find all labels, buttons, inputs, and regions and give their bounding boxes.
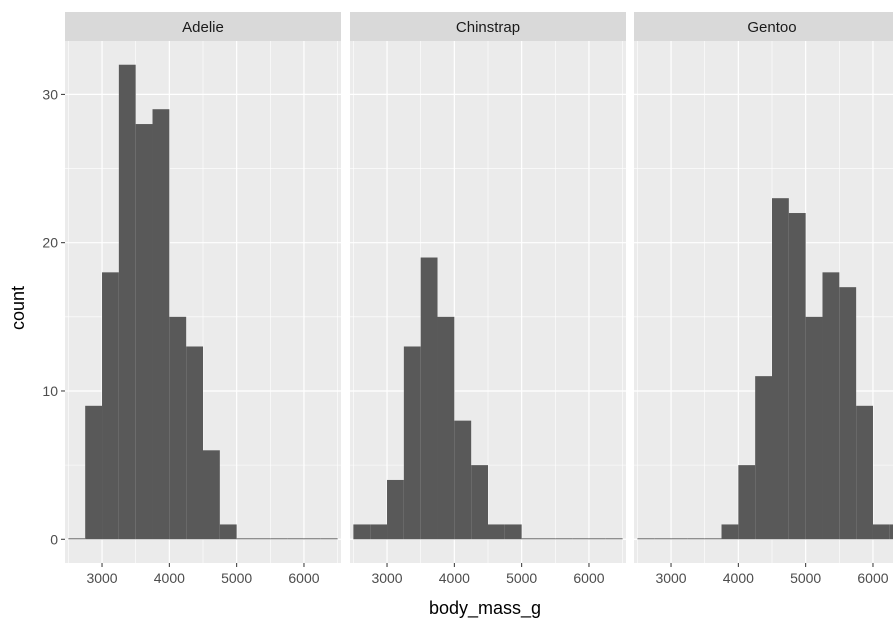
histogram-bar: [889, 524, 893, 540]
histogram-bar: [504, 524, 522, 540]
histogram-bar: [704, 538, 722, 540]
histogram-bar: [555, 538, 573, 540]
x-tick-label: 5000: [221, 570, 252, 586]
histogram-bar: [186, 346, 203, 540]
panel-gentoo: Gentoo 3000 4000 5000 6000: [634, 12, 893, 586]
y-tick-label: 10: [42, 383, 58, 399]
histogram-bar: [721, 524, 739, 540]
histogram-bar: [236, 538, 254, 540]
histogram-bar: [320, 538, 338, 540]
histogram-bar: [403, 346, 421, 540]
histogram-bar: [68, 538, 86, 540]
histogram-bar: [521, 538, 539, 540]
x-tick-label: 3000: [86, 570, 117, 586]
histogram-bar: [488, 524, 505, 540]
facet-strip: [350, 12, 626, 41]
histogram-bar: [471, 465, 488, 540]
histogram-bar: [671, 538, 688, 540]
histogram-bar: [85, 405, 103, 540]
histogram-bar: [788, 213, 806, 540]
facet-strip: [634, 12, 893, 41]
histogram-bar: [839, 287, 857, 540]
histogram-bar: [822, 272, 840, 540]
histogram-bar: [303, 538, 321, 540]
histogram-bar: [454, 420, 472, 540]
histogram-bar: [219, 524, 237, 540]
histogram-bar: [370, 524, 388, 540]
x-tick-label: 3000: [371, 570, 402, 586]
histogram-bar: [253, 538, 271, 540]
histogram-bar: [856, 405, 873, 540]
facet-strip-label: Adelie: [182, 19, 224, 36]
histogram-bar: [654, 538, 672, 540]
histogram-bar: [872, 524, 890, 540]
histogram-bar: [437, 316, 455, 540]
histogram-bar: [637, 538, 655, 540]
histogram-bar: [772, 198, 789, 540]
x-tick-label: 5000: [790, 570, 821, 586]
histogram-bar: [387, 479, 404, 540]
histogram-bar: [805, 316, 823, 540]
histogram-bar: [152, 109, 170, 540]
histogram-bar: [605, 538, 623, 540]
histogram-bar: [287, 538, 304, 540]
x-tick-label: 4000: [154, 570, 185, 586]
histogram-bar: [169, 316, 187, 540]
histogram-bar: [353, 524, 371, 540]
y-tick-label: 20: [42, 235, 58, 251]
x-tick-label: 3000: [655, 570, 686, 586]
x-tick-label: 6000: [573, 570, 604, 586]
x-tick-label: 4000: [439, 570, 470, 586]
x-tick-label: 6000: [288, 570, 319, 586]
facet-strip-label: Gentoo: [747, 19, 796, 36]
y-tick-label: 30: [42, 86, 58, 102]
histogram-bar: [755, 376, 772, 540]
histogram-bar: [270, 538, 288, 540]
facet-panels: Adelie 3000 4000 5000 6000 Chinstrap 3000 4000 5…: [65, 12, 893, 586]
facet-strip-label: Chinstrap: [456, 19, 520, 36]
x-tick-label: 5000: [506, 570, 537, 586]
y-tick-label: 0: [50, 531, 58, 547]
panel-chinstrap: Chinstrap 3000 4000 5000 6000: [350, 12, 626, 586]
x-tick-label: 4000: [723, 570, 754, 586]
histogram-bar: [538, 538, 556, 540]
histogram-bar: [738, 465, 756, 540]
histogram-bar: [588, 538, 606, 540]
x-axis-title: body_mass_g: [429, 598, 541, 619]
histogram-bar: [118, 64, 136, 540]
histogram-bar: [572, 538, 589, 540]
facet-strip: [65, 12, 341, 41]
panel-adelie: Adelie 3000 4000 5000 6000: [65, 12, 341, 586]
histogram-bar: [420, 257, 438, 540]
y-axis-title: count: [8, 286, 28, 330]
histogram-bar: [687, 538, 705, 540]
histogram-bar: [135, 124, 153, 540]
x-tick-label: 6000: [857, 570, 888, 586]
histogram-bar: [203, 450, 220, 540]
histogram-bar: [102, 272, 119, 540]
